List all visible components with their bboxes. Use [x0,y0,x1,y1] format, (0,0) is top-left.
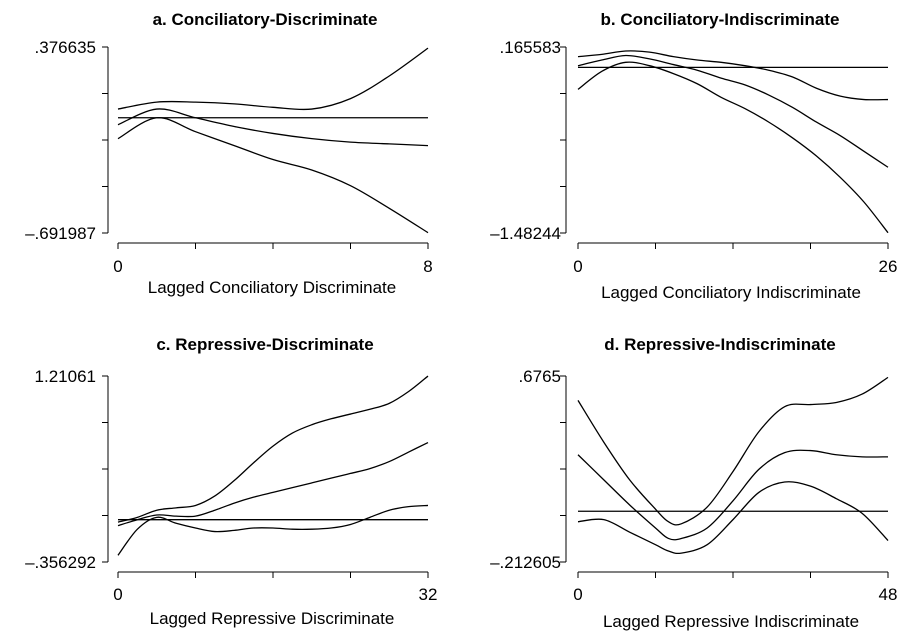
x-tick-label: 0 [113,585,122,604]
x-tick-label: 48 [879,585,898,604]
y-tick-label: –.356292 [25,553,96,572]
x-axis-label: Lagged Conciliatory Indiscriminate [601,283,861,302]
x-tick-label: 0 [573,257,582,276]
x-axis-label: Lagged Repressive Indiscriminate [603,612,859,631]
y-tick-label: .6765 [518,367,561,386]
y-tick-label: 1.21061 [35,367,96,386]
y-tick-label: –.691987 [25,224,96,243]
x-tick-label: 8 [423,257,432,276]
x-axis-label: Lagged Conciliatory Discriminate [148,278,397,297]
panel-a: a. Conciliatory-Discriminate .376635 –.691… [25,10,433,297]
upper-bound-line [578,51,888,100]
x-tick-label: 32 [419,585,438,604]
y-tick-label: .376635 [35,38,96,57]
estimate-line [118,109,428,146]
estimate-line [578,450,888,539]
upper-bound-line [578,377,888,525]
y-tick-label: –1.48244 [490,224,561,243]
chart-title: a. Conciliatory-Discriminate [153,10,378,29]
upper-bound-line [118,48,428,109]
x-tick-label: 0 [113,257,122,276]
estimate-line [578,56,888,168]
chart-title: b. Conciliatory-Indiscriminate [601,10,840,29]
x-tick-label: 26 [879,257,898,276]
lower-bound-line [118,118,428,233]
panel-c: c. Repressive-Discriminate 1.21061 –.35629… [25,335,437,628]
lower-bound-line [578,482,888,554]
x-axis-label: Lagged Repressive Discriminate [150,609,395,628]
panel-d: d. Repressive-Indiscriminate .6765 –.21260… [490,335,897,631]
x-tick-label: 0 [573,585,582,604]
lower-bound-line [578,62,888,233]
panel-b: b. Conciliatory-Indiscriminate .165583 –1.… [490,10,897,302]
lower-bound-line [118,505,428,555]
y-tick-label: .165583 [500,38,561,57]
upper-bound-line [118,376,428,522]
chart-title: d. Repressive-Indiscriminate [604,335,835,354]
chart-title: c. Repressive-Discriminate [156,335,373,354]
y-tick-label: –.212605 [490,553,561,572]
